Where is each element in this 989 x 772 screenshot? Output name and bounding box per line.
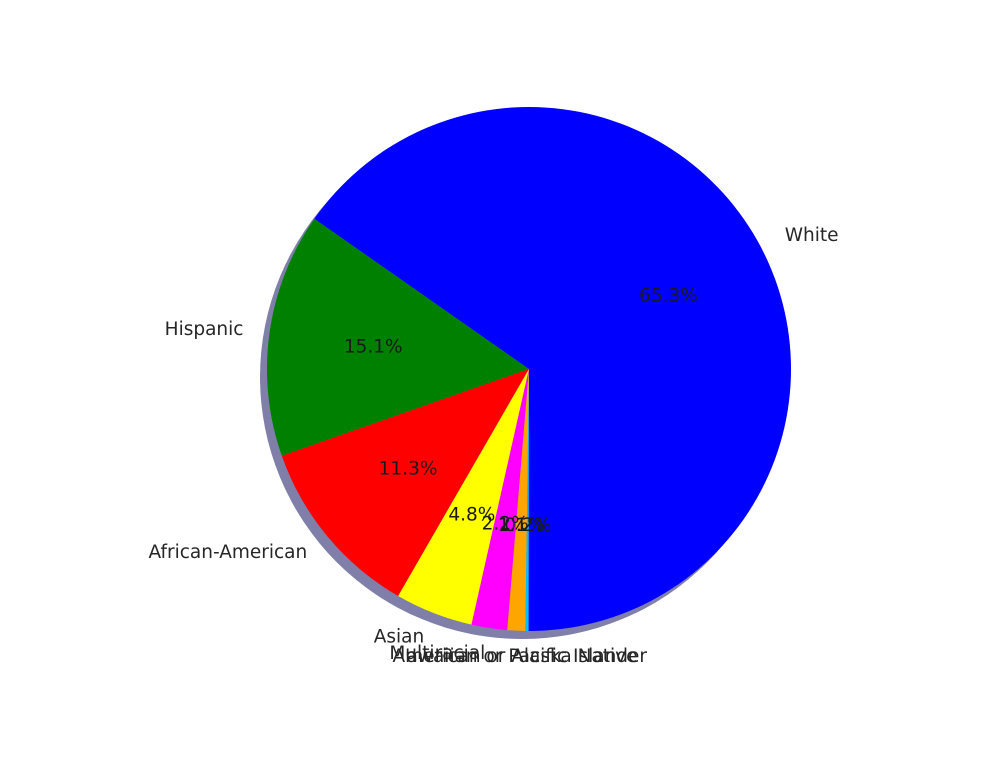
pie-slice-white: [314, 107, 791, 632]
pie-slice-american-or-alaska-native: [507, 369, 529, 631]
slice-percent-hispanic: 15.1%: [344, 337, 403, 358]
pie-slice-hispanic: [267, 218, 529, 456]
slice-percent-multiracial: 2.2%: [482, 513, 529, 534]
pie-slice-multiracial: [471, 369, 529, 631]
slice-label-american-or-alaska-native: American or Alaska Native: [393, 646, 638, 667]
slice-percent-american-or-alaska-native: 1.1%: [498, 515, 545, 536]
pie-slice-awaiian-or-pacific-islander: [525, 369, 529, 631]
slice-label-awaiian-or-pacific-islander: awaiian or Pacific Islander: [407, 646, 648, 667]
slice-percent-african-american: 11.3%: [379, 458, 438, 479]
slice-label-hispanic: Hispanic: [165, 319, 244, 340]
pie-slice-asian: [398, 369, 529, 625]
slice-label-african-american: African-American: [148, 542, 307, 563]
slice-percent-asian: 4.8%: [448, 504, 495, 525]
pie-slice-african-american: [281, 369, 529, 596]
slice-percent-awaiian-or-pacific-islander: 0.2%: [504, 515, 551, 536]
pie-slices: [267, 107, 791, 632]
pie-labels: Hispanic 15.1% African-American 11.3% Asian 4…: [148, 225, 838, 667]
slice-percent-white: 65.3%: [639, 286, 698, 307]
slice-label-asian: Asian: [374, 626, 425, 647]
slice-label-multiracial: Multiracial: [389, 643, 485, 664]
slice-label-white: White: [785, 225, 839, 246]
